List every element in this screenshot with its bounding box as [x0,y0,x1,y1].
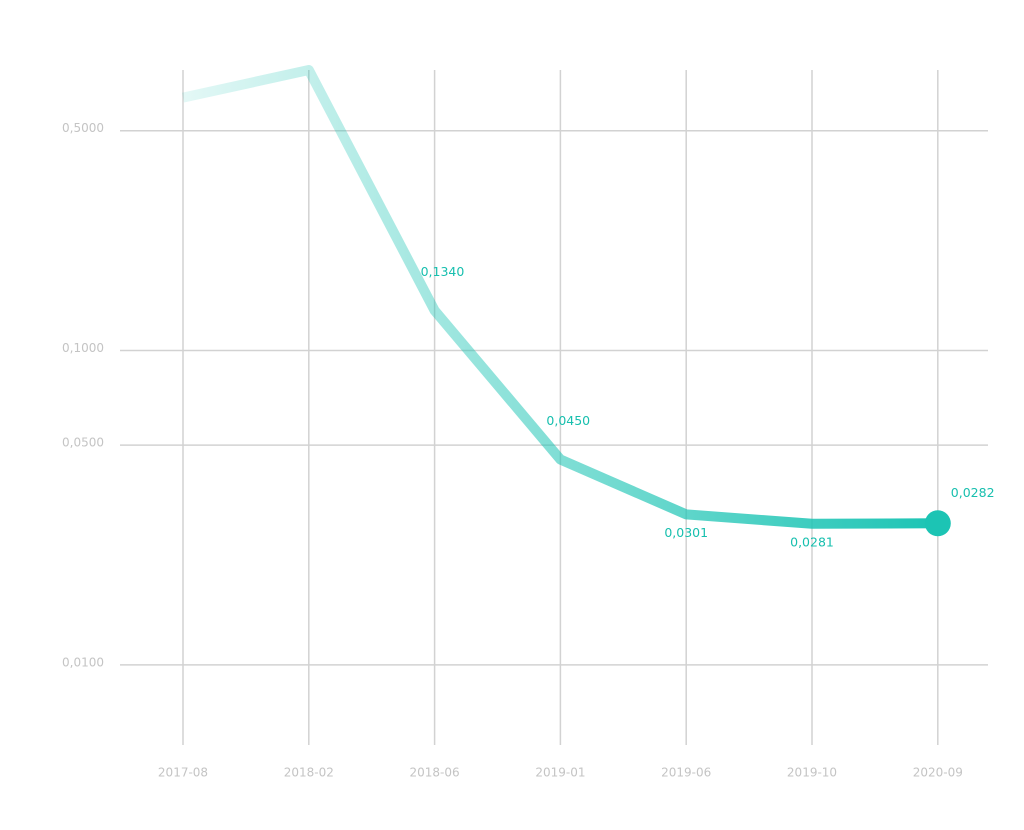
value-label: 0,1340 [421,264,465,279]
y-tick-label: 0,0100 [62,655,104,669]
y-tick-label: 0,1000 [62,341,104,355]
x-tick-label: 2019-10 [787,766,837,780]
end-point [924,510,951,537]
x-tick-label: 2017-08 [158,766,208,780]
x-tick-label: 2018-02 [284,766,334,780]
line [181,65,938,529]
value-label: 0,0301 [664,525,708,540]
y-tick-label: 0,5000 [62,121,104,135]
x-tick-label: 2018-06 [410,766,460,780]
plot: 0,1340 0,0450 0,0301 0,0281 0,0282 [181,65,995,549]
grid: 0,0100 0,0500 0,1000 0,5000 2017-08 2018-02 20… [62,70,988,780]
value-label: 0,0450 [546,413,590,428]
value-label: 0,0282 [951,485,995,500]
x-tick-label: 2019-06 [661,766,711,780]
value-label: 0,0281 [790,534,834,549]
y-tick-label: 0,0500 [62,436,104,450]
x-tick-label: 2019-01 [535,766,585,780]
x-tick-label: 2020-09 [913,766,963,780]
